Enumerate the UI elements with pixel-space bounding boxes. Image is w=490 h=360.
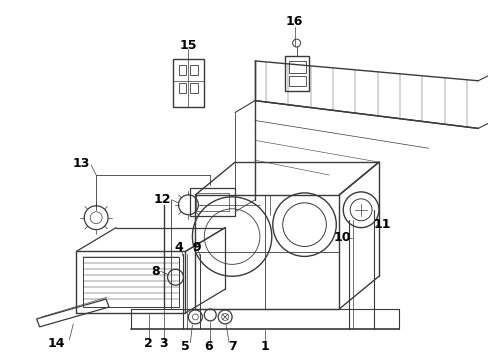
Text: 9: 9 [192, 241, 201, 254]
Text: 15: 15 [180, 39, 197, 51]
Text: 6: 6 [204, 340, 213, 353]
Bar [196, 193, 229, 211]
Bar [172, 59, 204, 107]
Text: 3: 3 [159, 337, 168, 350]
Text: 12: 12 [154, 193, 172, 206]
Bar [285, 56, 310, 91]
Text: 4: 4 [174, 241, 183, 254]
Bar [83, 257, 178, 307]
Bar [191, 83, 198, 93]
Text: 1: 1 [261, 340, 269, 353]
Text: 2: 2 [145, 337, 153, 350]
Bar [178, 65, 187, 75]
Text: 11: 11 [373, 218, 391, 231]
Text: 7: 7 [228, 340, 237, 353]
Bar [191, 65, 198, 75]
Text: 5: 5 [181, 340, 190, 353]
Text: 14: 14 [48, 337, 65, 350]
Text: 13: 13 [73, 157, 90, 170]
Bar [191, 188, 235, 216]
Bar [178, 83, 187, 93]
Bar [289, 76, 306, 86]
Text: 16: 16 [286, 15, 303, 28]
Bar [76, 251, 185, 313]
Bar [289, 61, 306, 73]
Text: 10: 10 [334, 231, 351, 244]
Text: 8: 8 [151, 265, 160, 278]
